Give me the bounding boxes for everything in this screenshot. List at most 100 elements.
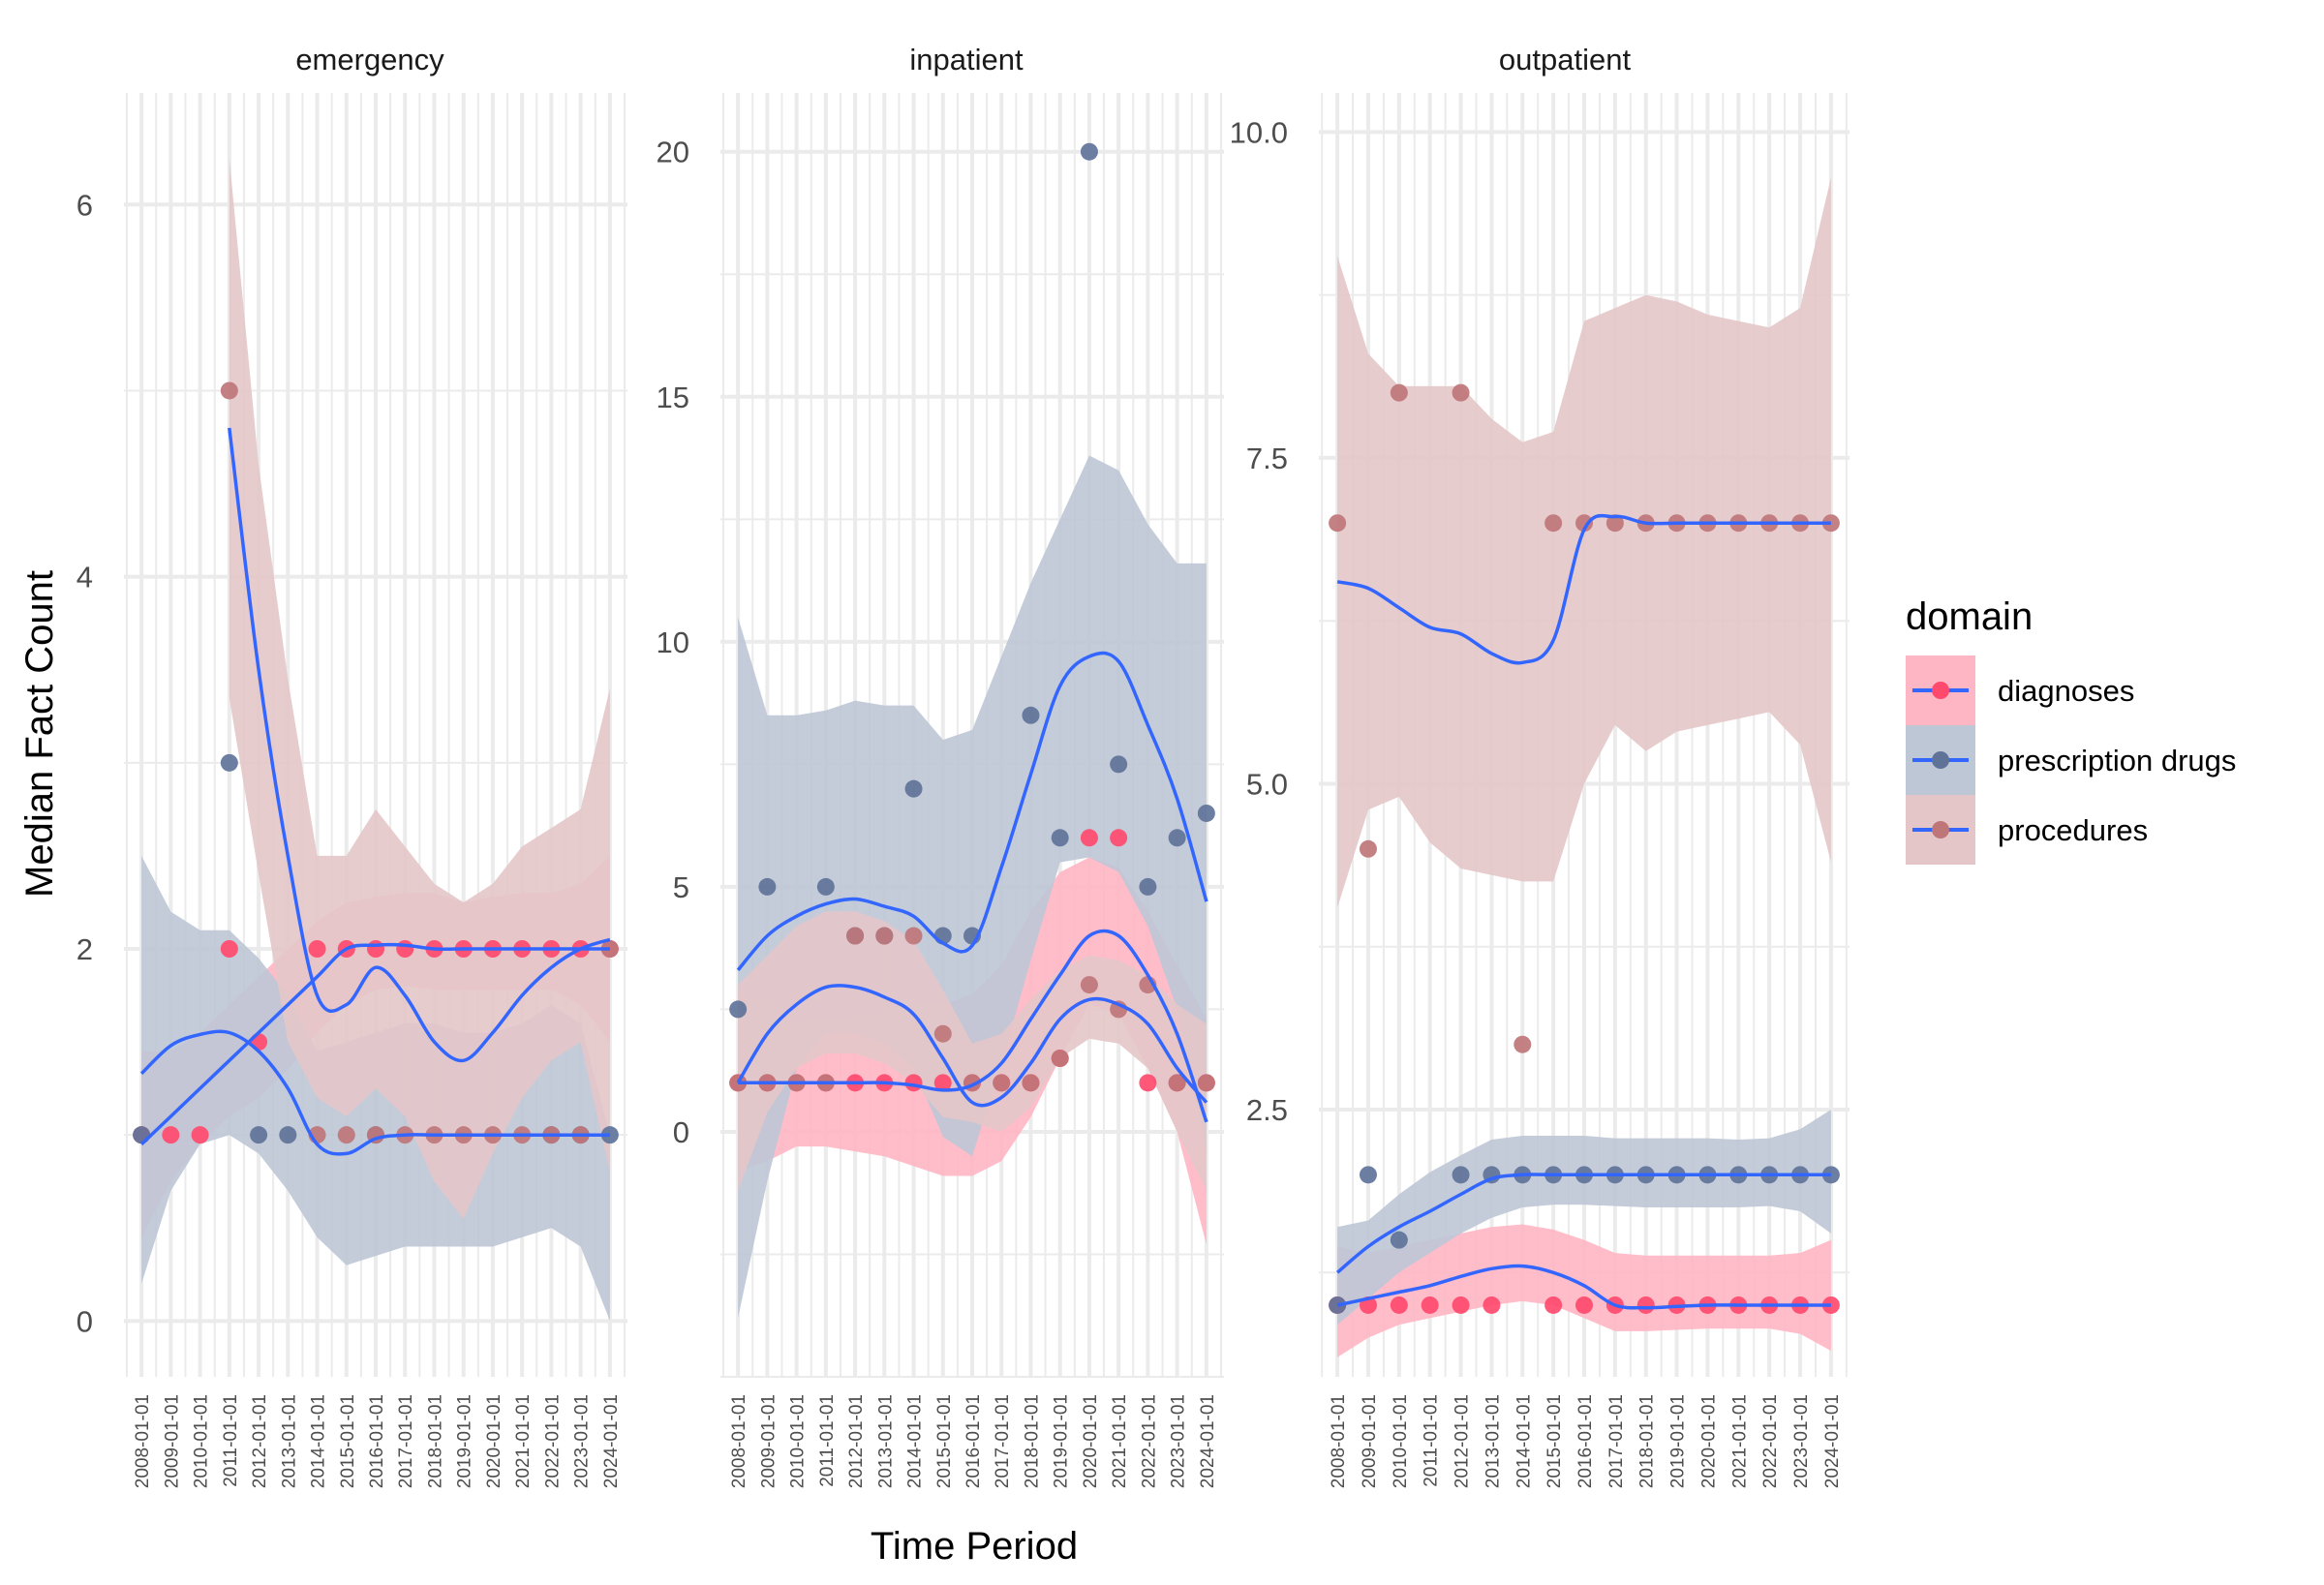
y-tick-label: 10.0 <box>1230 115 1288 149</box>
y-axis-title: Median Fact Count <box>18 570 61 898</box>
data-point-prescription-drugs <box>1359 1166 1377 1184</box>
x-tick-label: 2015-01-01 <box>338 1394 358 1488</box>
legend-item-prescription-drugs[interactable]: prescription drugs <box>1906 725 2236 795</box>
data-point-procedures <box>1197 1074 1215 1092</box>
x-tick-label: 2013-01-01 <box>875 1394 896 1488</box>
data-point-prescription-drugs <box>758 877 777 896</box>
x-tick-label: 2008-01-01 <box>133 1394 153 1488</box>
x-tick-label: 2022-01-01 <box>1139 1394 1159 1488</box>
x-tick-label: 2012-01-01 <box>846 1394 867 1488</box>
smooth-line-diagnoses <box>738 929 1208 1123</box>
ci-ribbon-diagnoses <box>1337 1224 1831 1357</box>
smooth-line-prescription-drugs <box>1335 1173 1831 1274</box>
data-point-diagnoses <box>250 1033 268 1052</box>
legend-label-diagnoses: diagnoses <box>1998 674 2134 708</box>
x-tick-label: 2013-01-01 <box>1483 1394 1503 1488</box>
ci-ribbon-prescription-drugs <box>738 455 1207 1319</box>
data-point-prescription-drugs <box>133 1126 151 1144</box>
panel-title-outpatient: outpatient <box>1499 43 1632 76</box>
x-tick-label: 2010-01-01 <box>1391 1394 1411 1488</box>
data-point-procedures <box>220 381 238 400</box>
x-tick-label: 2009-01-01 <box>758 1394 779 1488</box>
data-point-diagnoses <box>1544 1295 1563 1314</box>
legend-point-diagnoses <box>1932 682 1949 699</box>
y-tick-label: 2 <box>76 932 93 966</box>
x-tick-label: 2014-01-01 <box>905 1394 926 1488</box>
x-tick-label: 2016-01-01 <box>367 1394 387 1488</box>
x-tick-label: 2017-01-01 <box>1606 1394 1627 1488</box>
x-tick-label: 2015-01-01 <box>1544 1394 1565 1488</box>
data-point-prescription-drugs <box>729 1000 748 1019</box>
panel-title-emergency: emergency <box>295 43 444 76</box>
data-point-diagnoses <box>933 1074 952 1092</box>
x-tick-label: 2010-01-01 <box>192 1394 212 1488</box>
legend-point-prescription-drugs <box>1932 751 1949 769</box>
x-tick-label: 2023-01-01 <box>572 1394 593 1488</box>
x-tick-label: 2012-01-01 <box>1452 1394 1473 1488</box>
data-point-prescription-drugs <box>1390 1231 1408 1249</box>
x-tick-label: 2022-01-01 <box>1760 1394 1781 1488</box>
data-point-procedures <box>1544 514 1563 533</box>
data-point-diagnoses <box>1452 1295 1470 1314</box>
x-tick-label: 2012-01-01 <box>250 1394 270 1488</box>
x-tick-label: 2008-01-01 <box>1329 1394 1349 1488</box>
legend: domain diagnoses prescription drugs proc… <box>1906 595 2236 865</box>
data-point-prescription-drugs <box>816 877 835 896</box>
smooth-line-prescription-drugs <box>139 1029 610 1156</box>
x-tick-label: 2015-01-01 <box>934 1394 955 1488</box>
data-point-procedures <box>904 927 923 945</box>
panel-inpatient: 0 5 10 15 20 2008-01-01 2009-01-01 2010-01-01 20… <box>657 93 1224 1488</box>
y-tick-label: 4 <box>76 561 93 594</box>
data-point-prescription-drugs <box>1197 804 1215 822</box>
data-point-procedures <box>993 1074 1011 1092</box>
ci-ribbon-procedures <box>1337 177 1831 908</box>
x-tick-label: 2011-01-01 <box>221 1394 241 1487</box>
legend-label-prescription-drugs: prescription drugs <box>1998 744 2236 777</box>
x-tick-label: 2021-01-01 <box>1729 1394 1750 1488</box>
data-point-diagnoses <box>396 940 414 958</box>
x-tick-label: 2011-01-01 <box>1422 1394 1442 1487</box>
data-point-prescription-drugs <box>250 1126 268 1144</box>
y-tick-label: 5 <box>673 870 689 904</box>
x-tick-label: 2024-01-01 <box>601 1394 622 1488</box>
x-tick-label: 2017-01-01 <box>993 1394 1013 1488</box>
x-tick-label: 2009-01-01 <box>1360 1394 1380 1488</box>
legend-item-procedures[interactable]: procedures <box>1906 795 2148 865</box>
data-point-procedures <box>1022 1074 1040 1092</box>
x-tick-label: 2019-01-01 <box>455 1394 475 1488</box>
smooth-line-prescription-drugs <box>736 651 1208 972</box>
x-tick-label: 2021-01-01 <box>1110 1394 1130 1488</box>
data-point-procedures <box>1390 383 1408 402</box>
y-tick-label: 0 <box>673 1115 689 1149</box>
data-point-procedures <box>1051 1050 1069 1068</box>
data-point-procedures <box>1080 976 1098 994</box>
y-tick-label: 5.0 <box>1246 767 1288 801</box>
data-point-procedures <box>1514 1035 1532 1053</box>
data-point-diagnoses <box>1390 1295 1408 1314</box>
y-tick-label: 0 <box>76 1304 93 1338</box>
data-point-diagnoses <box>1139 1074 1157 1092</box>
data-point-diagnoses <box>191 1126 209 1144</box>
ci-ribbon-prescription-drugs <box>1337 1110 1831 1326</box>
y-tick-label: 10 <box>657 625 689 659</box>
x-tick-label: 2019-01-01 <box>1668 1394 1689 1488</box>
x-tick-label: 2016-01-01 <box>963 1394 984 1488</box>
x-tick-label: 2013-01-01 <box>279 1394 299 1488</box>
smooth-line-diagnoses <box>139 942 610 1146</box>
smooth-line-procedures <box>228 427 611 1063</box>
panels-layer: 0 2 4 6 2008-01-01 2009-01-01 2010-01-01 2011-0… <box>76 93 1850 1488</box>
x-tick-label: 2009-01-01 <box>162 1394 182 1488</box>
data-point-prescription-drugs <box>1139 877 1157 896</box>
data-point-procedures <box>1575 514 1593 533</box>
x-tick-label: 2018-01-01 <box>1022 1394 1042 1488</box>
x-tick-label: 2010-01-01 <box>788 1394 809 1488</box>
x-tick-label: 2008-01-01 <box>729 1394 749 1488</box>
legend-label-procedures: procedures <box>1998 813 2148 847</box>
y-tick-label: 6 <box>76 188 93 222</box>
data-point-diagnoses <box>1483 1295 1501 1314</box>
x-tick-label: 2011-01-01 <box>817 1394 838 1487</box>
x-tick-label: 2023-01-01 <box>1169 1394 1189 1488</box>
legend-item-diagnoses[interactable]: diagnoses <box>1906 655 2134 725</box>
data-point-prescription-drugs <box>1452 1166 1470 1184</box>
data-point-prescription-drugs <box>1168 829 1186 847</box>
